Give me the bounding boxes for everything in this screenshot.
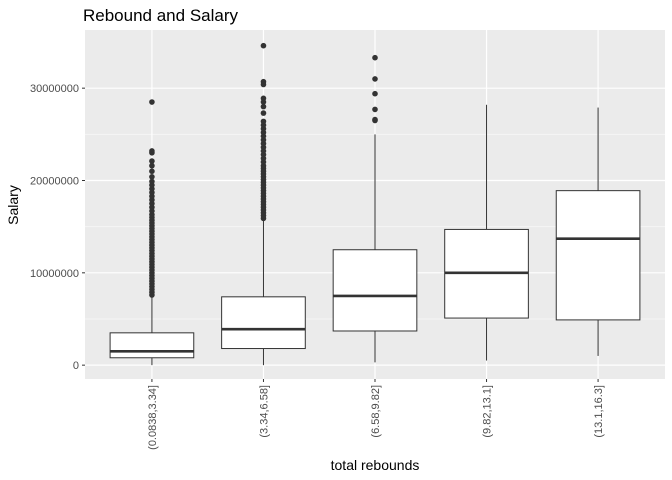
x-tick-label: (9.82,13.1] (482, 385, 494, 438)
outlier-point (260, 118, 267, 125)
outlier-point (149, 162, 155, 169)
y-axis: 0 10000000 20000000 30000000 (30, 83, 85, 372)
box-iqr (221, 296, 306, 350)
box-iqr (109, 332, 195, 359)
outlier-point (149, 148, 155, 154)
boxplot-4 (444, 104, 529, 361)
outlier-point (149, 158, 155, 164)
outlier-point (372, 106, 378, 113)
outlier-point (372, 54, 378, 61)
y-axis-label: Salary (5, 185, 21, 225)
outlier-point (260, 42, 267, 49)
y-tick-label: 0 (73, 360, 79, 372)
chart-title: Rebound and Salary (83, 6, 239, 25)
box-iqr (555, 190, 641, 321)
outlier-point (372, 90, 378, 97)
box-iqr (332, 249, 418, 332)
outlier-point (260, 78, 267, 85)
boxplot-2 (221, 42, 306, 366)
y-tick-label: 10000000 (30, 268, 79, 280)
boxplots (109, 42, 641, 366)
outlier-point (372, 76, 378, 82)
outlier-point (149, 174, 155, 180)
y-tick-label: 30000000 (30, 83, 79, 95)
y-tick-label: 20000000 (30, 175, 79, 187)
x-tick-label: (13.1,16.3] (593, 385, 605, 438)
boxplot-5 (555, 107, 641, 356)
outlier-point (260, 95, 267, 102)
x-tick-label: (6.58,9.82] (370, 385, 382, 438)
boxplot-1 (109, 99, 195, 366)
boxplot-3 (332, 54, 418, 363)
outlier-point (260, 103, 267, 110)
outlier-point (149, 168, 155, 175)
x-axis-label: total rebounds (331, 457, 420, 473)
outlier-point (149, 99, 155, 105)
outlier-point (149, 178, 155, 185)
outlier-point (260, 110, 267, 116)
x-tick-label: (3.34,6.58] (258, 385, 270, 438)
x-tick-label: (0.0838,3.34] (147, 385, 159, 450)
outlier-point (372, 116, 378, 123)
x-axis: (0.0838,3.34] (3.34,6.58] (6.58,9.82] (9.82… (147, 379, 605, 450)
